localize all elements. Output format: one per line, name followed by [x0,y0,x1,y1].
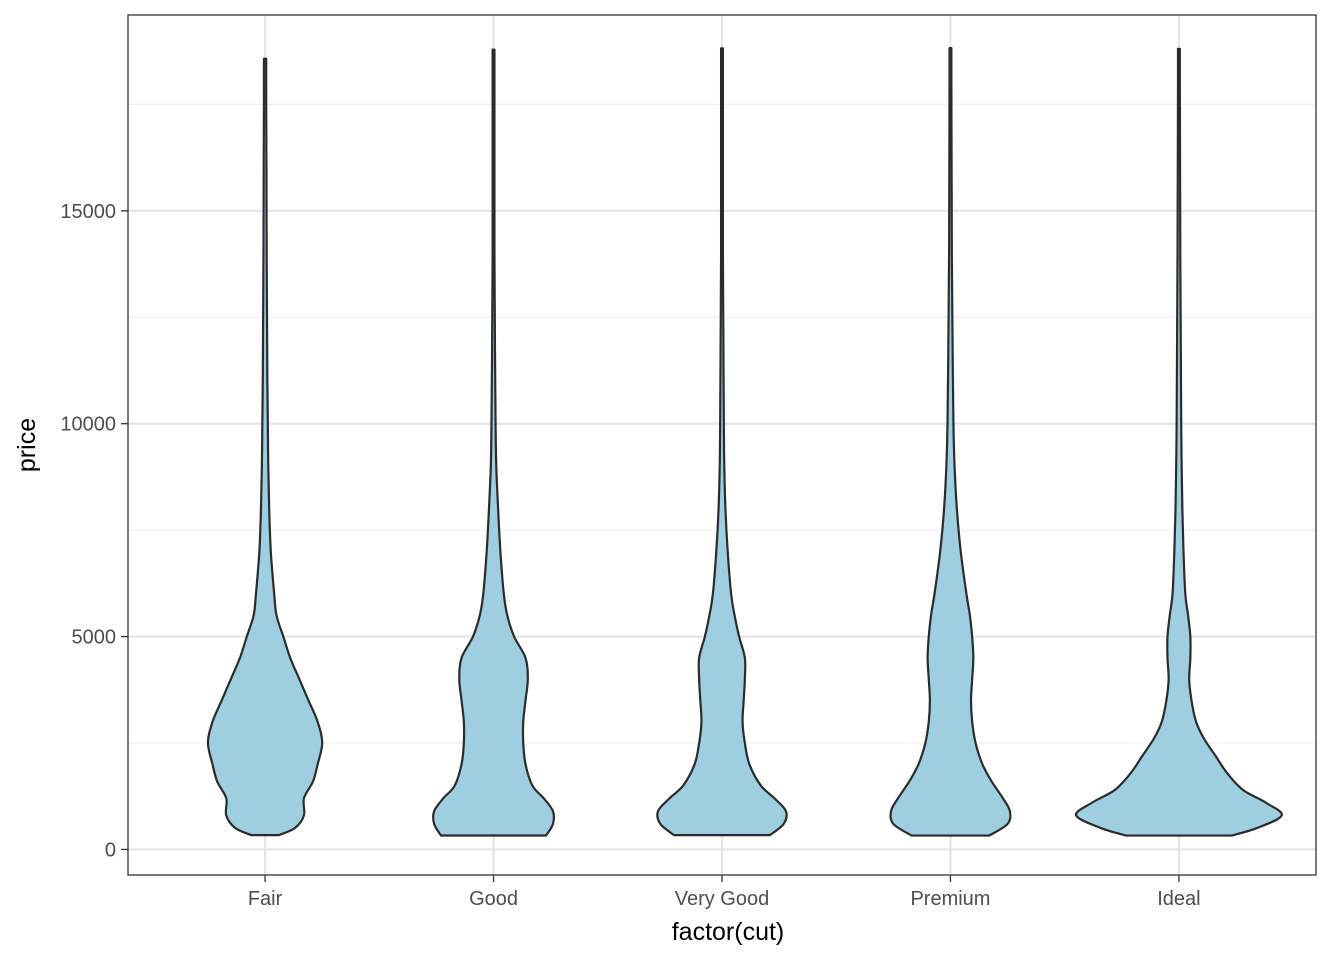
x-tick-label: Ideal [1157,888,1200,910]
x-tick-label: Premium [910,888,990,910]
y-axis-title: price [13,418,41,472]
x-tick-label: Very Good [675,888,770,910]
y-tick-label: 15000 [60,201,116,223]
x-tick-label: Good [469,888,518,910]
y-tick-label: 5000 [72,627,117,649]
y-axis: 0 5000 10000 15000 [60,201,128,861]
x-axis: Fair Good Very Good Premium Ideal [248,875,1201,910]
x-axis-title: factor(cut) [672,918,785,946]
x-tick-label: Fair [248,888,283,910]
violin-ideal [1075,47,1283,837]
violin-good [432,48,556,837]
violin-premium [889,46,1012,837]
violin-fair [206,57,324,837]
y-tick-label: 10000 [60,414,116,436]
y-tick-label: 0 [105,839,116,861]
violins [206,46,1283,837]
violin-very-good [656,47,788,837]
